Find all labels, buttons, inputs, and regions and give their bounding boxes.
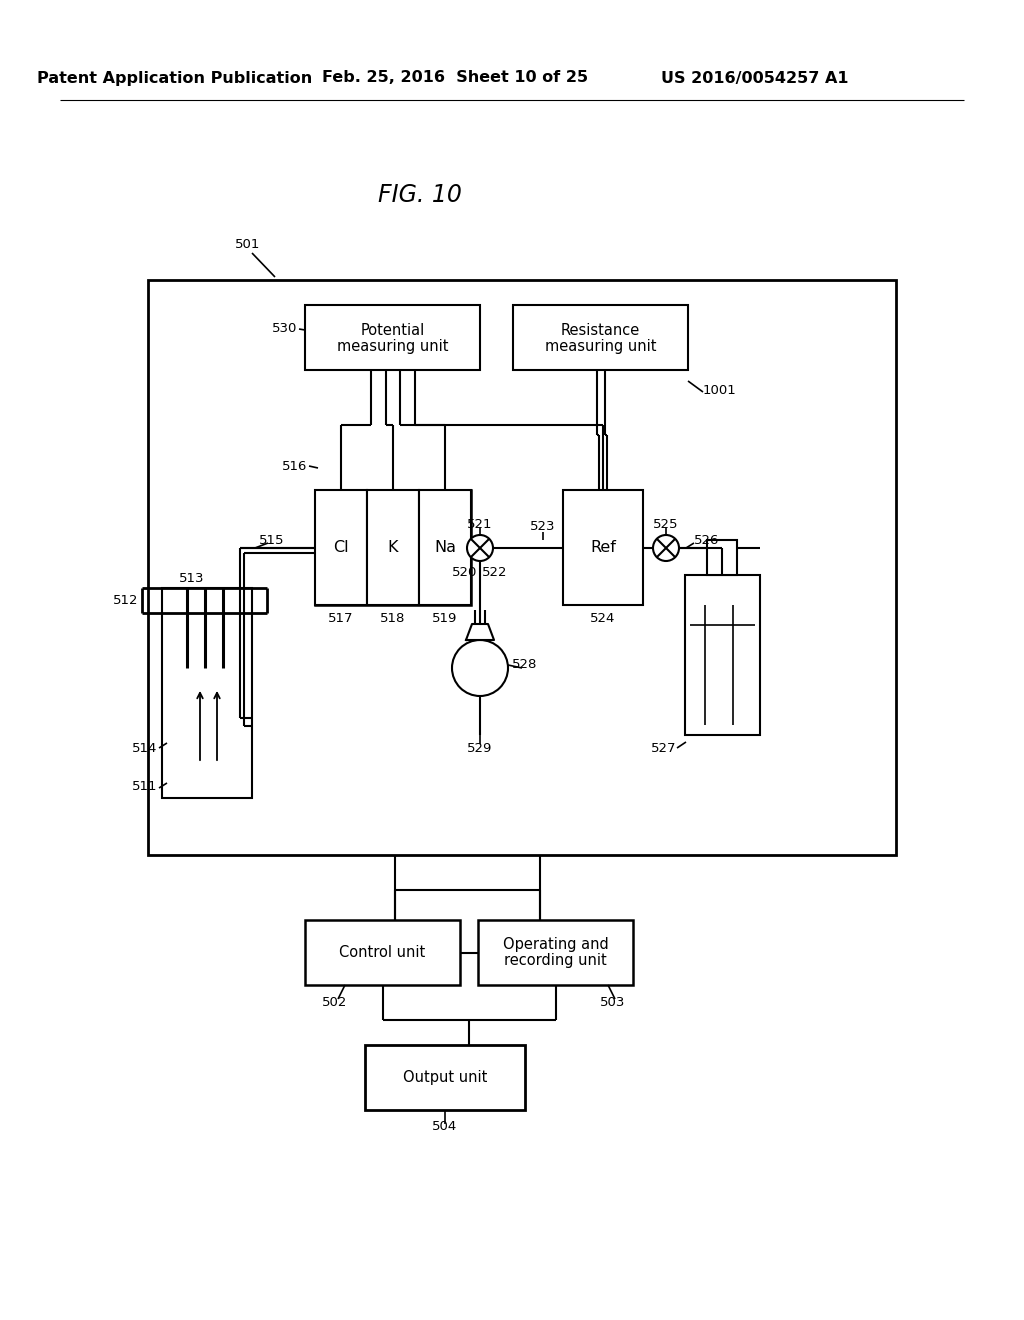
Text: K: K: [388, 540, 398, 554]
Text: Resistance: Resistance: [561, 323, 640, 338]
Text: measuring unit: measuring unit: [337, 339, 449, 354]
Text: 528: 528: [512, 659, 538, 672]
Text: Cl: Cl: [333, 540, 349, 554]
Text: 514: 514: [132, 742, 157, 755]
Text: Na: Na: [434, 540, 456, 554]
Circle shape: [653, 535, 679, 561]
Text: 1001: 1001: [703, 384, 736, 396]
Text: 504: 504: [432, 1121, 458, 1134]
Bar: [148, 280, 896, 855]
Text: 524: 524: [590, 612, 615, 626]
Text: 527: 527: [650, 742, 676, 755]
Text: US 2016/0054257 A1: US 2016/0054257 A1: [662, 70, 849, 86]
Bar: [419, 490, 471, 605]
Text: Ref: Ref: [590, 540, 616, 554]
Text: Potential: Potential: [360, 323, 425, 338]
Circle shape: [467, 535, 493, 561]
Bar: [162, 587, 252, 799]
Text: Feb. 25, 2016  Sheet 10 of 25: Feb. 25, 2016 Sheet 10 of 25: [322, 70, 588, 86]
Bar: [478, 920, 633, 985]
Bar: [685, 576, 760, 735]
Text: 529: 529: [467, 742, 493, 755]
Text: Patent Application Publication: Patent Application Publication: [37, 70, 312, 86]
Text: 525: 525: [653, 517, 679, 531]
Text: Operating and: Operating and: [503, 937, 608, 952]
Text: 518: 518: [380, 612, 406, 626]
Text: Control unit: Control unit: [339, 945, 426, 960]
Text: 520: 520: [453, 565, 477, 578]
Bar: [365, 1045, 525, 1110]
Bar: [315, 490, 471, 605]
Bar: [513, 305, 688, 370]
Text: 513: 513: [179, 572, 205, 585]
Text: 519: 519: [432, 612, 458, 626]
Bar: [305, 305, 480, 370]
Text: 502: 502: [323, 995, 348, 1008]
Text: FIG. 10: FIG. 10: [378, 183, 462, 207]
Text: 512: 512: [113, 594, 138, 607]
Text: 517: 517: [329, 612, 353, 626]
Text: Output unit: Output unit: [402, 1071, 487, 1085]
Bar: [305, 920, 460, 985]
Text: recording unit: recording unit: [504, 953, 607, 968]
Circle shape: [452, 640, 508, 696]
Text: 511: 511: [131, 780, 157, 792]
Text: 515: 515: [259, 533, 285, 546]
Text: 516: 516: [282, 459, 307, 473]
Bar: [563, 490, 643, 605]
Text: 522: 522: [482, 565, 508, 578]
Text: 501: 501: [236, 239, 261, 252]
Text: 523: 523: [530, 520, 556, 532]
Text: 521: 521: [467, 517, 493, 531]
Text: measuring unit: measuring unit: [545, 339, 656, 354]
Bar: [367, 490, 419, 605]
Text: 526: 526: [694, 533, 720, 546]
Bar: [707, 540, 737, 576]
Polygon shape: [466, 624, 494, 640]
Bar: [315, 490, 367, 605]
Text: 503: 503: [600, 995, 626, 1008]
Text: 530: 530: [271, 322, 297, 335]
